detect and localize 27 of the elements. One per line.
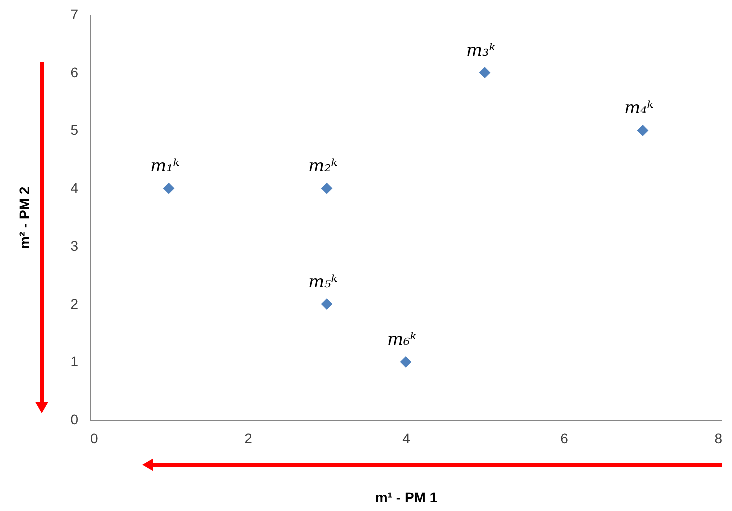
- x-tick-label: 4: [402, 430, 411, 446]
- y-tick-label: 7: [70, 6, 79, 22]
- y-tick-label: 6: [70, 64, 79, 80]
- y-axis-title: m² - PM 2: [16, 186, 33, 250]
- point: [400, 356, 412, 368]
- y-tick-label: 1: [70, 354, 79, 370]
- annotation: m₂ᵏ: [308, 156, 338, 177]
- y-tick-label: 2: [70, 296, 79, 312]
- annotation: m₄ᵏ: [624, 98, 654, 119]
- y-tick-label: 0: [70, 412, 79, 428]
- point: [321, 182, 333, 194]
- point: [637, 125, 649, 136]
- annotation: m₃ᵏ: [466, 40, 496, 61]
- y-tick-label: 4: [70, 180, 79, 196]
- annotation: m₆ᵏ: [387, 330, 417, 350]
- x-tick-label: 2: [244, 430, 253, 446]
- x-axis-title: m¹ - PM 1: [375, 490, 438, 506]
- annotation: m₅ᵏ: [308, 272, 338, 292]
- point: [163, 182, 175, 194]
- y-tick-label: 3: [70, 238, 79, 254]
- point: [479, 67, 491, 79]
- x-tick-label: 0: [90, 430, 98, 446]
- point: [321, 298, 333, 310]
- x-tick-label: 8: [714, 430, 723, 446]
- annotation: m₁ᵏ: [150, 156, 180, 177]
- y-tick-label: 5: [70, 122, 79, 138]
- x-tick-label: 6: [560, 430, 569, 446]
